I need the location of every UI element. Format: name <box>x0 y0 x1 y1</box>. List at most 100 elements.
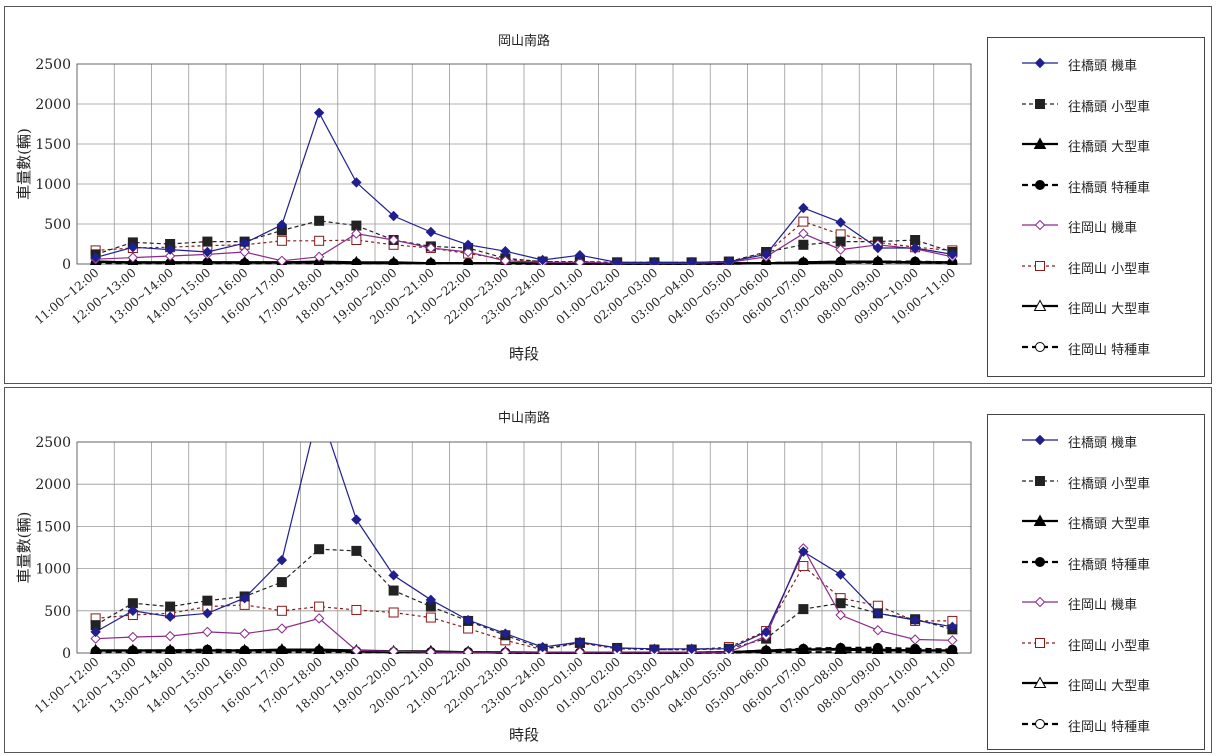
data-point <box>909 634 921 645</box>
data-point <box>909 643 921 654</box>
data-point <box>276 235 287 246</box>
grid-lines <box>76 441 972 654</box>
data-point <box>388 255 399 265</box>
legend-marker <box>1035 637 1045 648</box>
x-tick-label: 23:00~24:00 <box>479 266 549 328</box>
data-point <box>127 252 139 263</box>
data-point <box>537 641 548 653</box>
x-tick-label: 18:00~19:00 <box>293 266 363 328</box>
data-point <box>388 234 399 246</box>
series-line <box>95 260 953 265</box>
data-point <box>351 645 362 654</box>
x-tick-label: 08:00~09:00 <box>814 266 884 328</box>
data-point <box>872 242 884 254</box>
legend-marker <box>1033 299 1047 311</box>
data-point <box>90 252 101 263</box>
x-tick-label: 01:00~02:00 <box>553 266 623 328</box>
data-point <box>462 246 474 258</box>
data-point <box>835 244 846 255</box>
series-line <box>95 442 953 650</box>
data-point <box>239 628 250 639</box>
series-line <box>95 232 953 264</box>
y-tick-label: 1500 <box>35 519 71 535</box>
data-point <box>760 626 772 638</box>
y-tick-label: 500 <box>44 217 71 233</box>
x-tick-label: 01:00~02:00 <box>553 655 623 717</box>
data-point <box>909 242 921 254</box>
data-point <box>686 643 697 654</box>
legend-item: 往橋頭 小型車 <box>988 470 1204 494</box>
data-point <box>425 242 437 254</box>
data-point <box>239 255 250 265</box>
x-tick-label: 00:00~01:00 <box>516 655 586 717</box>
x-tick-label: 07:00~08:00 <box>777 266 847 328</box>
data-point <box>425 594 437 606</box>
data-point <box>239 237 250 249</box>
legend-marker <box>1033 514 1047 526</box>
chart-panel-gangshan: 岡山南路 0 500 1000 1500 2000 2500 11:00~12:00 12:00… <box>4 6 1212 384</box>
data-point <box>760 643 772 654</box>
data-point <box>127 631 139 643</box>
x-tick-label: 00:00~01:00 <box>516 266 586 328</box>
data-point <box>462 239 474 251</box>
legend-marker <box>1035 179 1045 190</box>
data-point <box>90 643 102 654</box>
legend-swatch <box>1022 137 1058 149</box>
legend-label: 往橋頭 機車 <box>1068 436 1138 451</box>
data-point <box>201 643 213 654</box>
legend-item: 往岡山 小型車 <box>988 632 1204 656</box>
data-point <box>127 605 139 617</box>
data-point <box>165 601 176 612</box>
data-point <box>723 643 735 654</box>
series-line <box>95 220 953 263</box>
legend-label: 往岡山 機車 <box>1068 598 1138 613</box>
data-point <box>276 577 287 588</box>
x-tick-label: 06:00~07:00 <box>740 655 810 717</box>
legend-swatch <box>1022 596 1058 608</box>
legend-zhongshan: 往橋頭 機車 往橋頭 小型車 往橋頭 大型車 往橋頭 特種車 往岡山 機車 往岡山 小型車… <box>987 414 1205 750</box>
legend-item: 往岡山 大型車 <box>988 672 1204 696</box>
data-point <box>798 561 809 572</box>
legend-swatch <box>1022 514 1058 526</box>
data-point <box>798 239 809 250</box>
legend-swatch <box>1022 341 1058 352</box>
x-tick-label: 13:00~14:00 <box>106 655 176 717</box>
x-tick-label: 09:00~10:00 <box>851 655 921 717</box>
x-tick-label: 23:00~24:00 <box>479 655 549 717</box>
legend-label: 往岡山 特種車 <box>1068 719 1151 735</box>
legend-label: 往岡山 機車 <box>1068 221 1138 236</box>
y-tick-label: 2500 <box>35 435 71 451</box>
data-point <box>798 228 809 239</box>
x-tick-label: 21:00~22:00 <box>404 655 474 717</box>
data-point <box>202 595 213 606</box>
legend-label: 往岡山 大型車 <box>1068 679 1151 694</box>
series-5 <box>90 228 958 265</box>
x-axis-label: 時段 <box>509 345 539 363</box>
legend-marker <box>1035 341 1045 352</box>
legend-swatch <box>1022 57 1058 69</box>
data-point <box>835 255 847 265</box>
data-point <box>351 514 362 525</box>
data-point <box>388 585 399 596</box>
y-tick-label: 2000 <box>35 477 71 493</box>
data-point <box>127 241 139 253</box>
legend-swatch <box>1022 637 1058 648</box>
grid-lines <box>76 63 972 265</box>
x-tick-label: 04:00~05:00 <box>665 655 735 717</box>
legend-marker <box>1033 676 1047 688</box>
data-point <box>574 257 586 265</box>
x-tick-label: 17:00~18:00 <box>255 655 325 717</box>
legend-label: 往岡山 大型車 <box>1068 302 1151 317</box>
data-point <box>388 607 399 618</box>
legend-swatch <box>1022 98 1058 109</box>
data-point <box>500 255 511 265</box>
series-line <box>95 546 953 653</box>
data-point <box>164 611 176 622</box>
x-tick-label: 21:00~22:00 <box>404 266 474 328</box>
legend-label: 往橋頭 小型車 <box>1068 99 1151 115</box>
data-point <box>910 255 921 265</box>
data-point <box>164 630 176 642</box>
data-point <box>463 256 473 265</box>
data-point <box>314 215 325 226</box>
legend-swatch <box>1022 556 1058 567</box>
